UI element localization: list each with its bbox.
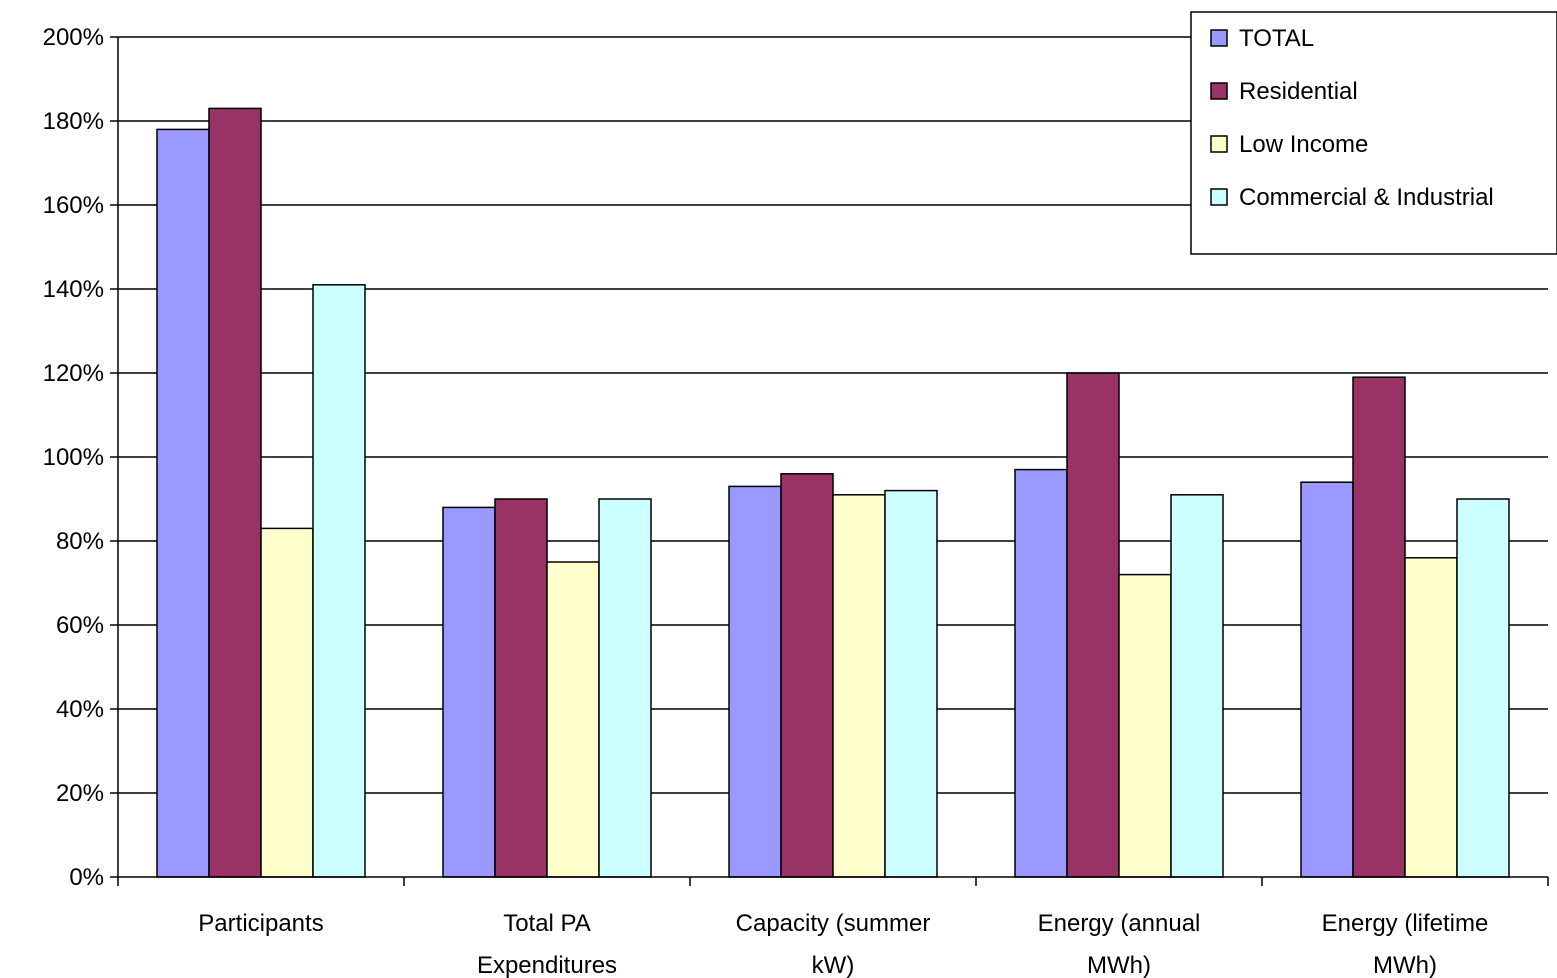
legend-swatch (1210, 82, 1228, 100)
bar-commercial-industrial (884, 489, 938, 878)
bar-low-income (546, 561, 600, 878)
x-category-label: Total PA (503, 910, 591, 937)
bar-low-income (1404, 557, 1458, 878)
legend-label: Residential (1239, 78, 1358, 105)
bar-total (156, 128, 210, 878)
legend-label: Commercial & Industrial (1239, 184, 1494, 211)
legend-swatch (1210, 188, 1228, 206)
bar-commercial-industrial (1456, 498, 1510, 878)
axes: 0% 20% 40% 60% 80% 100% 120% 140% 160% 180% 200% Pa… (43, 24, 1549, 978)
legend: TOTAL Residential Low Income Commercial & I… (1190, 11, 1557, 255)
legend-label: TOTAL (1239, 25, 1314, 52)
bar-total (1300, 481, 1354, 878)
bar-low-income (1118, 573, 1172, 878)
bar-residential (780, 473, 834, 878)
x-category-label: Capacity (summer (736, 910, 931, 937)
x-category-label: MWh) (1087, 952, 1151, 978)
bar-commercial-industrial (598, 498, 652, 878)
bar-low-income (832, 494, 886, 878)
bar-commercial-industrial (1170, 494, 1224, 878)
legend-box (1190, 11, 1557, 255)
y-tick-label: 40% (56, 696, 104, 723)
y-tick-label: 120% (43, 360, 104, 387)
y-tick-label: 160% (43, 192, 104, 219)
y-tick-label: 80% (56, 528, 104, 555)
y-tick-label: 100% (43, 444, 104, 471)
y-tick-label: 180% (43, 108, 104, 135)
bar-residential (1066, 372, 1120, 878)
x-category-label: kW) (812, 952, 855, 978)
y-tick-label: 20% (56, 780, 104, 807)
x-category-label: Participants (198, 910, 323, 937)
legend-swatch (1210, 29, 1228, 47)
y-tick-label: 60% (56, 612, 104, 639)
x-category-label: MWh) (1373, 952, 1437, 978)
bar-commercial-industrial (312, 284, 366, 878)
bar-low-income (260, 527, 314, 878)
bar-total (728, 485, 782, 878)
x-category-label: Expenditures (477, 952, 617, 978)
bar-total (1014, 468, 1068, 878)
y-tick-label: 200% (43, 24, 104, 51)
x-category-label: Energy (annual (1038, 910, 1201, 937)
bar-total (442, 506, 496, 878)
y-tick-label: 0% (69, 864, 104, 891)
x-category-label: Energy (lifetime (1322, 910, 1489, 937)
bar-residential (494, 498, 548, 878)
bar-residential (208, 107, 262, 878)
bar-residential (1352, 376, 1406, 878)
legend-label: Low Income (1239, 131, 1368, 158)
legend-swatch (1210, 135, 1228, 153)
y-tick-label: 140% (43, 276, 104, 303)
